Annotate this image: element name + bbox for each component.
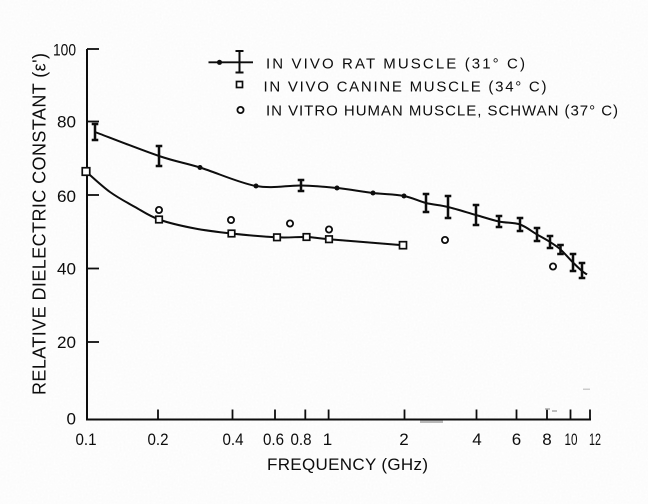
svg-text:20: 20 <box>57 333 76 352</box>
svg-text:0.2: 0.2 <box>148 430 169 449</box>
svg-text:4: 4 <box>472 430 481 449</box>
svg-text:FREQUENCY (GHz): FREQUENCY (GHz) <box>267 455 428 474</box>
svg-text:1: 1 <box>323 430 332 449</box>
svg-text:0.6: 0.6 <box>263 430 284 449</box>
svg-text:IN VITRO HUMAN MUSCLE, SCHWA: IN VITRO HUMAN MUSCLE, SCHWAN (37° C) <box>266 103 618 120</box>
svg-text:IN VIVO CANINE MUSCLE (34°: IN VIVO CANINE MUSCLE (34° C) <box>264 79 547 96</box>
svg-text:0.8: 0.8 <box>291 430 312 449</box>
svg-text:IN VIVO RAT MUSCLE (31° C): IN VIVO RAT MUSCLE (31° C) <box>266 56 525 73</box>
svg-text:0.4: 0.4 <box>223 430 244 449</box>
svg-text:0: 0 <box>67 410 76 429</box>
svg-text:100: 100 <box>53 41 76 60</box>
svg-text:80: 80 <box>57 112 76 131</box>
svg-text:12: 12 <box>589 430 601 449</box>
svg-text:RELATIVE DIELECTRIC CONSTANT: RELATIVE DIELECTRIC CONSTANT (ε') <box>30 53 50 395</box>
svg-text:40: 40 <box>57 260 76 279</box>
svg-text:2: 2 <box>399 430 408 449</box>
svg-text:60: 60 <box>57 187 76 206</box>
svg-text:6: 6 <box>512 430 521 449</box>
svg-text:10: 10 <box>565 430 578 449</box>
svg-text:0.1: 0.1 <box>76 430 97 449</box>
svg-text:8: 8 <box>542 430 551 449</box>
